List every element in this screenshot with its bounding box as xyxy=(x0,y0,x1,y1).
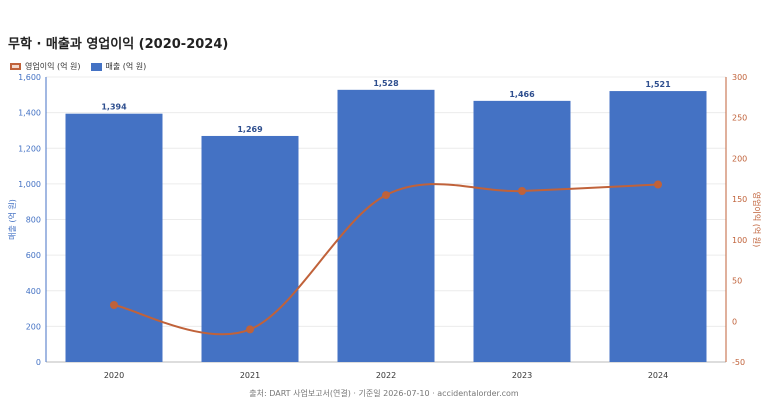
legend-label-revenue: 매출 (억 원) xyxy=(105,62,147,71)
left-tick-label: 200 xyxy=(26,322,41,331)
right-tick-label: 250 xyxy=(732,114,747,123)
right-tick-label: 200 xyxy=(732,154,747,163)
right-axis-title: 영업이익 (억 원) xyxy=(752,192,762,248)
x-tick-label: 2022 xyxy=(376,371,396,380)
right-tick-label: -50 xyxy=(732,358,745,367)
legend-label-operating-profit: 영업이익 (억 원) xyxy=(25,62,81,71)
chart-title: 무학 · 매출과 영업이익 (2020-2024) xyxy=(8,37,229,52)
bar-value-label: 1,521 xyxy=(645,80,671,89)
bar-2023 xyxy=(473,100,571,363)
right-tick-label: 50 xyxy=(732,277,742,286)
bar-2021 xyxy=(201,135,299,362)
right-tick-label: 300 xyxy=(732,73,747,82)
right-tick-label: 100 xyxy=(732,236,747,245)
left-tick-label: 1,000 xyxy=(18,180,41,189)
legend-item-revenue[interactable]: 매출 (억 원) xyxy=(90,61,147,72)
bar-value-label: 1,528 xyxy=(373,79,399,88)
legend-item-operating-profit[interactable]: 영업이익 (억 원) xyxy=(10,61,81,72)
x-tick-label: 2024 xyxy=(648,371,668,380)
x-tick-label: 2021 xyxy=(240,371,260,380)
bar-2022 xyxy=(337,89,435,362)
operating-profit-point-2021 xyxy=(246,325,254,334)
left-tick-label: 1,600 xyxy=(18,73,41,82)
bar-value-label: 1,394 xyxy=(101,103,127,112)
left-axis-title: 매출 (억 원) xyxy=(7,199,17,240)
bar-2020 xyxy=(65,113,163,362)
operating-profit-point-2022 xyxy=(382,191,390,200)
legend-swatch-line xyxy=(10,63,21,70)
operating-profit-point-2020 xyxy=(110,301,118,309)
bar-value-label: 1,466 xyxy=(509,90,535,99)
right-tick-label: 150 xyxy=(732,195,747,204)
bar-2024 xyxy=(609,91,707,363)
legend-swatch-bar xyxy=(90,62,102,71)
chart-legend: 영업이익 (억 원) 매출 (억 원) xyxy=(10,61,156,72)
operating-profit-point-2024 xyxy=(654,180,662,189)
source-note: 출처: DART 사업보고서(연결) · 기준일 2026-07-10 · ac… xyxy=(249,389,519,398)
x-tick-label: 2020 xyxy=(104,371,124,380)
bar-value-label: 1,269 xyxy=(237,125,263,134)
left-tick-label: 400 xyxy=(26,287,41,296)
left-tick-label: 800 xyxy=(26,216,41,225)
left-tick-label: 0 xyxy=(36,358,41,367)
operating-profit-line xyxy=(113,183,659,336)
left-tick-label: 1,400 xyxy=(18,109,41,118)
left-tick-label: 600 xyxy=(26,251,41,260)
left-tick-label: 1,200 xyxy=(18,144,41,153)
right-tick-label: 0 xyxy=(732,317,737,326)
operating-profit-point-2023 xyxy=(518,187,526,195)
x-tick-label: 2023 xyxy=(512,371,532,380)
